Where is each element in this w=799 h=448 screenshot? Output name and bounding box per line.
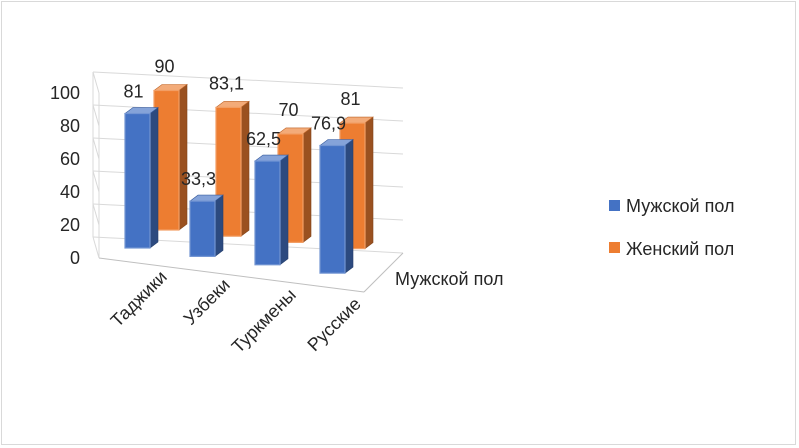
chart-legend: Мужской пол Женский пол — [609, 196, 734, 259]
legend-label-female: Женский пол — [626, 239, 734, 259]
depth-axis-label: Мужской пол — [395, 269, 503, 289]
legend-label-male: Мужской пол — [626, 196, 734, 216]
y-tick-label: 80 — [60, 116, 80, 136]
bar-male-1 — [124, 106, 159, 249]
data-label-female: 70 — [278, 100, 298, 120]
data-label-male: 62,5 — [246, 129, 281, 149]
bar-male-4 — [319, 138, 354, 274]
y-tick-label: 0 — [70, 248, 80, 268]
bar-male-2 — [189, 194, 224, 257]
bar-female-1 — [153, 83, 188, 231]
y-tick-label: 60 — [60, 149, 80, 169]
y-tick-label: 20 — [60, 215, 80, 235]
legend-swatch-female — [609, 242, 620, 253]
y-tick-label: 40 — [60, 182, 80, 202]
data-label-female: 83,1 — [209, 73, 244, 93]
data-label-male: 76,9 — [311, 114, 346, 134]
x-tick-label: Русские — [303, 294, 364, 355]
data-label-male: 81 — [123, 82, 143, 102]
x-tick-label: Таджики — [107, 267, 171, 331]
bar-female-2 — [215, 100, 250, 237]
y-tick-label: 100 — [50, 83, 80, 103]
x-tick-label: Туркмены — [228, 285, 300, 357]
data-label-male: 33,3 — [181, 169, 216, 189]
data-label-female: 81 — [340, 89, 360, 109]
chart-data-labels: 90 83,1 70 81 81 33,3 62,5 76,9 — [123, 57, 360, 190]
x-tick-label: Узбеки — [180, 275, 234, 329]
chart-bars — [124, 83, 374, 274]
legend-swatch-male — [609, 200, 620, 211]
bar-male-3 — [254, 154, 289, 266]
data-label-female: 90 — [154, 57, 174, 77]
